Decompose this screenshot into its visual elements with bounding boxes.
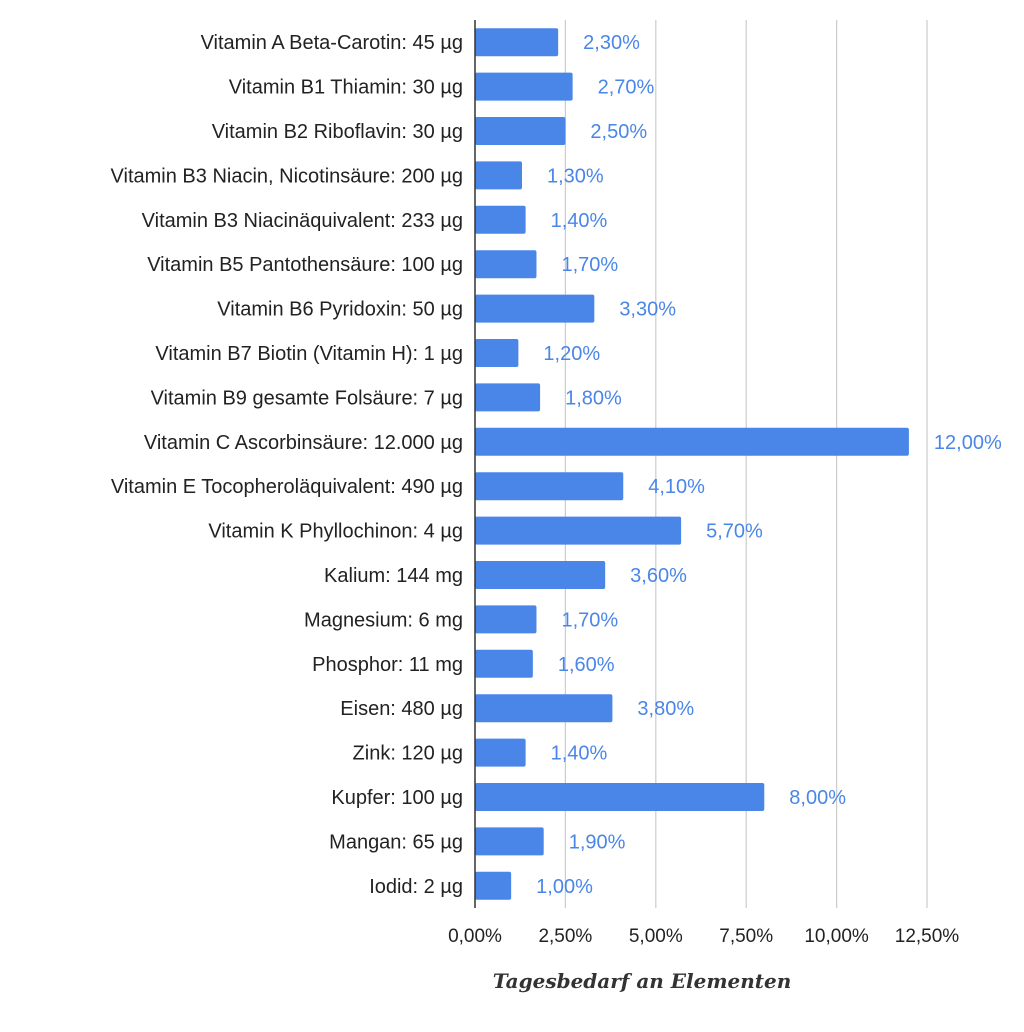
bar bbox=[475, 294, 595, 323]
category-label: Vitamin B7 Biotin (Vitamin H): 1 µg bbox=[155, 343, 463, 365]
gridlines bbox=[564, 20, 928, 908]
bar bbox=[475, 472, 624, 501]
bar bbox=[475, 117, 566, 145]
category-label: Vitamin B3 Niacinäquivalent: 233 µg bbox=[142, 210, 463, 232]
x-tick-label: 10,00% bbox=[804, 926, 869, 947]
x-tick-label: 0,00% bbox=[448, 926, 502, 947]
category-label: Vitamin B5 Pantothensäure: 100 µg bbox=[147, 254, 463, 276]
data-label: 1,20% bbox=[543, 343, 600, 365]
value-labels: 2,30% 2,70% 2,50% 1,30% 1,40% 1,70% 3,30% 1,20%… bbox=[536, 32, 1002, 898]
bar bbox=[475, 694, 613, 723]
category-labels: Vitamin A Beta-Carotin: 45 µg Vitamin B1 … bbox=[111, 32, 463, 898]
bar bbox=[475, 605, 537, 634]
category-label: Zink: 120 µg bbox=[353, 743, 463, 765]
category-label: Vitamin C Ascorbinsäure: 12.000 µg bbox=[144, 432, 463, 454]
category-label: Kalium: 144 mg bbox=[324, 565, 463, 587]
category-label: Iodid: 2 µg bbox=[369, 876, 463, 898]
category-label: Mangan: 65 µg bbox=[329, 831, 463, 853]
bar bbox=[475, 516, 682, 545]
bar bbox=[475, 161, 523, 190]
data-label: 1,00% bbox=[536, 876, 593, 898]
data-label: 2,50% bbox=[590, 121, 647, 143]
data-label: 8,00% bbox=[789, 787, 846, 809]
category-label: Kupfer: 100 µg bbox=[331, 787, 463, 809]
bar bbox=[475, 72, 573, 101]
x-axis-title: Tagesbedarf an Elementen bbox=[493, 969, 792, 993]
bar bbox=[475, 250, 537, 279]
x-tick-label: 7,50% bbox=[719, 926, 773, 947]
data-label: 1,40% bbox=[551, 210, 608, 232]
bar bbox=[475, 383, 541, 412]
bar bbox=[475, 871, 512, 900]
category-label: Magnesium: 6 mg bbox=[304, 609, 463, 631]
data-label: 5,70% bbox=[706, 521, 763, 543]
x-tick-label: 5,00% bbox=[629, 926, 683, 947]
bars bbox=[475, 28, 909, 900]
category-label: Vitamin E Tocopheroläquivalent: 490 µg bbox=[111, 476, 463, 498]
data-label: 1,90% bbox=[569, 831, 626, 853]
data-label: 1,60% bbox=[558, 654, 615, 676]
data-label: 1,70% bbox=[561, 609, 618, 631]
x-axis-tick-labels: 0,00% 2,50% 5,00% 7,50% 10,00% 12,50% bbox=[448, 926, 959, 947]
data-label: 3,30% bbox=[619, 299, 676, 321]
x-tick-label: 2,50% bbox=[538, 926, 592, 947]
category-label: Vitamin B2 Riboflavin: 30 µg bbox=[212, 121, 463, 143]
bar bbox=[475, 427, 909, 456]
data-label: 2,70% bbox=[598, 77, 655, 99]
category-label: Vitamin A Beta-Carotin: 45 µg bbox=[201, 32, 463, 54]
bar bbox=[475, 205, 526, 234]
data-label: 3,80% bbox=[637, 698, 694, 720]
bar bbox=[475, 339, 519, 367]
data-label: 12,00% bbox=[934, 432, 1002, 454]
data-label: 1,70% bbox=[561, 254, 618, 276]
category-label: Phosphor: 11 mg bbox=[312, 654, 463, 676]
data-label: 1,30% bbox=[547, 165, 604, 187]
data-label: 1,80% bbox=[565, 387, 622, 409]
category-label: Vitamin B6 Pyridoxin: 50 µg bbox=[217, 299, 463, 321]
bar bbox=[475, 28, 559, 57]
bar bbox=[475, 649, 533, 678]
category-label: Vitamin B9 gesamte Folsäure: 7 µg bbox=[151, 387, 463, 409]
bar bbox=[475, 827, 544, 856]
category-label: Vitamin B3 Niacin, Nicotinsäure: 200 µg bbox=[111, 165, 463, 187]
bar bbox=[475, 783, 765, 811]
data-label: 1,40% bbox=[551, 743, 608, 765]
category-label: Eisen: 480 µg bbox=[340, 698, 463, 720]
category-label: Vitamin K Phyllochinon: 4 µg bbox=[208, 521, 463, 543]
x-tick-label: 12,50% bbox=[895, 926, 960, 947]
data-label: 2,30% bbox=[583, 32, 640, 54]
bar bbox=[475, 561, 606, 589]
data-label: 4,10% bbox=[648, 476, 705, 498]
data-label: 3,60% bbox=[630, 565, 687, 587]
bar bbox=[475, 738, 526, 767]
category-label: Vitamin B1 Thiamin: 30 µg bbox=[229, 77, 463, 99]
